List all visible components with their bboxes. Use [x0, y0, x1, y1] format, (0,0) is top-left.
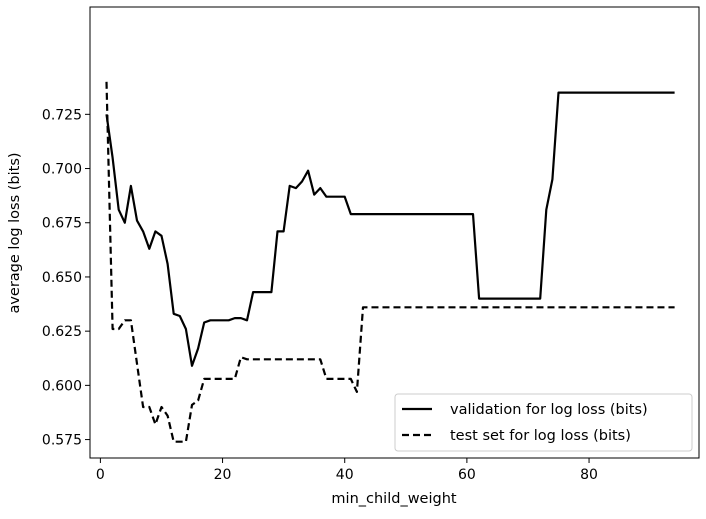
x-tick-label: 0	[96, 467, 105, 483]
y-axis-label: average log loss (bits)	[7, 152, 23, 313]
legend-box	[394, 393, 693, 452]
y-tick-label: 0.700	[42, 162, 82, 178]
validation-series-line	[105, 91, 675, 367]
legend-label-validation: validation for log loss (bits)	[450, 402, 648, 418]
y-tick-label: 0.675	[42, 216, 82, 232]
legend: validation for log loss (bits) test set …	[394, 393, 693, 452]
y-axis: 0.575 0.600 0.625 0.650 0.675 0.700 0.725	[42, 107, 90, 449]
x-axis: 0 20 40 60 80	[96, 458, 598, 483]
y-tick-label: 0.625	[42, 324, 82, 340]
test-series-line	[105, 81, 675, 443]
y-tick-label: 0.650	[42, 270, 82, 286]
x-tick-label: 80	[580, 467, 598, 483]
y-tick-label: 0.725	[42, 107, 82, 123]
plot-frame	[89, 6, 700, 459]
x-axis-label: min_child_weight	[331, 491, 456, 507]
x-tick-label: 40	[336, 467, 354, 483]
x-tick-label: 20	[214, 467, 232, 483]
legend-label-test: test set for log loss (bits)	[450, 428, 631, 444]
x-tick-label: 60	[458, 467, 476, 483]
y-tick-label: 0.600	[42, 378, 82, 394]
y-tick-label: 0.575	[42, 433, 82, 449]
series-layer	[105, 81, 675, 443]
